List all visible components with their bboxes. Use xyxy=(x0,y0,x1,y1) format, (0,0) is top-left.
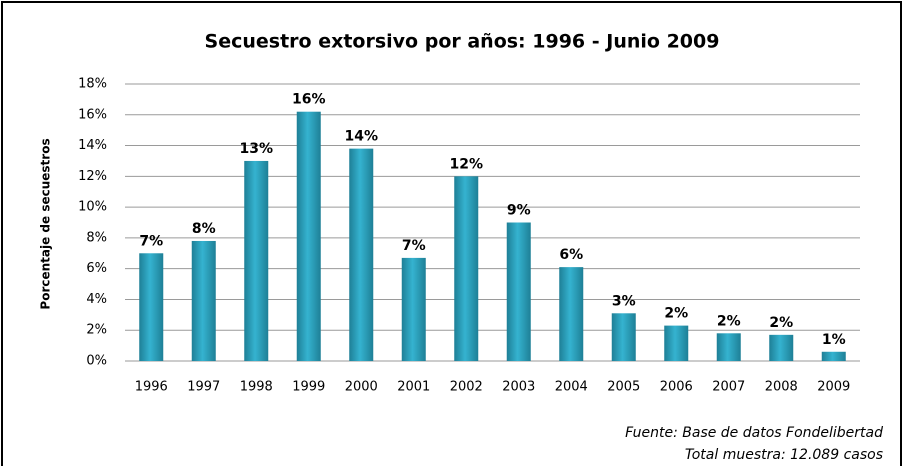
source-note: Fuente: Base de datos Fondelibertad xyxy=(625,425,883,441)
value-label: 1% xyxy=(822,332,846,348)
bar xyxy=(559,267,584,361)
value-label: 16% xyxy=(292,92,326,108)
x-tick-label: 2009 xyxy=(817,380,850,395)
y-tick-label: 12% xyxy=(78,169,107,184)
bar xyxy=(611,313,636,361)
x-tick-label: 2006 xyxy=(660,380,693,395)
x-tick-label: 2008 xyxy=(765,380,798,395)
bar xyxy=(454,176,479,361)
bar xyxy=(139,253,164,361)
bar xyxy=(296,111,321,361)
x-tick-label: 2002 xyxy=(450,380,483,395)
value-label: 8% xyxy=(192,221,216,237)
y-axis-label: Porcentaje de secuestros xyxy=(39,138,53,309)
y-tick-label: 18% xyxy=(78,77,107,92)
bar xyxy=(244,160,269,361)
x-tick-label: 2000 xyxy=(345,380,378,395)
value-label: 14% xyxy=(344,129,378,145)
value-label: 12% xyxy=(449,156,483,172)
y-tick-label: 14% xyxy=(78,138,107,153)
y-tick-label: 4% xyxy=(86,292,107,307)
bar xyxy=(506,222,531,361)
bar xyxy=(769,334,794,361)
value-label: 7% xyxy=(402,238,426,254)
x-tick-label: 2003 xyxy=(502,380,535,395)
y-tick-label: 16% xyxy=(78,107,107,122)
x-tick-label: 1998 xyxy=(240,380,273,395)
value-label: 2% xyxy=(769,315,793,331)
bar xyxy=(664,325,689,361)
value-label: 6% xyxy=(559,247,583,263)
value-label: 3% xyxy=(612,293,636,309)
value-label: 9% xyxy=(507,203,531,219)
y-tick-label: 6% xyxy=(86,261,107,276)
x-tick-label: 2005 xyxy=(607,380,640,395)
bar xyxy=(349,148,374,361)
value-label: 2% xyxy=(664,306,688,322)
sample-note: Total muestra: 12.089 casos xyxy=(685,447,883,463)
x-tick-label: 1999 xyxy=(292,380,325,395)
y-tick-label: 8% xyxy=(86,230,107,245)
x-tick-label: 1996 xyxy=(135,380,168,395)
y-tick-label: 2% xyxy=(86,323,107,338)
bar xyxy=(716,333,741,361)
x-tick-label: 2007 xyxy=(712,380,745,395)
bar xyxy=(401,257,426,361)
x-tick-label: 1997 xyxy=(187,380,220,395)
bar xyxy=(821,351,846,361)
value-label: 13% xyxy=(239,141,273,157)
y-tick-label: 0% xyxy=(86,354,107,369)
value-label: 7% xyxy=(139,233,163,249)
bar xyxy=(191,240,216,361)
x-tick-label: 2004 xyxy=(555,380,588,395)
chart-title: Secuestro extorsivo por años: 1996 - Jun… xyxy=(205,31,720,53)
x-tick-label: 2001 xyxy=(397,380,430,395)
y-tick-label: 10% xyxy=(78,200,107,215)
value-label: 2% xyxy=(717,313,741,329)
